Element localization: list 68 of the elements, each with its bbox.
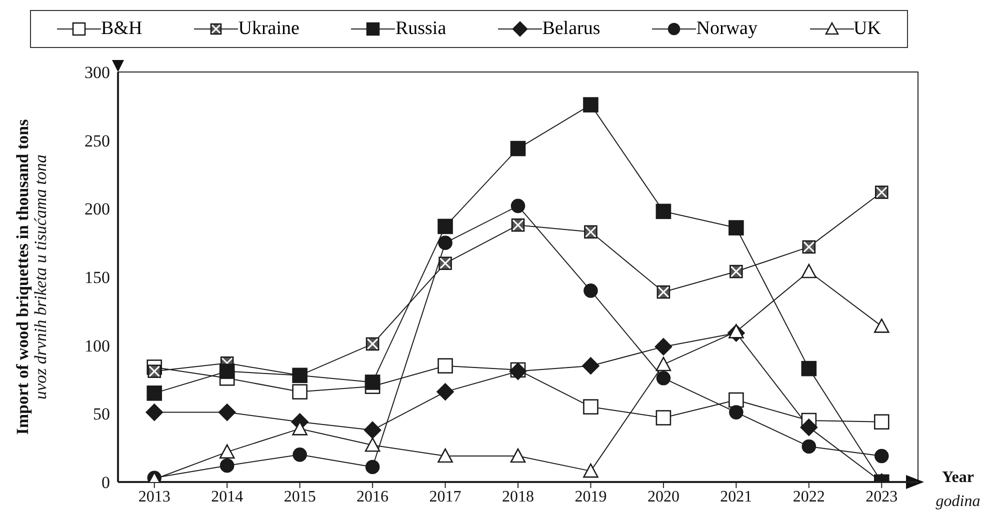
point <box>510 140 526 156</box>
legend-label: Russia <box>395 18 446 40</box>
x-tick-label: 2020 <box>647 488 680 506</box>
x-tick-label: 2023 <box>866 488 898 506</box>
point <box>364 374 380 390</box>
point <box>874 448 889 464</box>
legend-label: Ukraine <box>238 18 300 40</box>
point <box>656 356 672 372</box>
point <box>874 414 890 430</box>
point <box>436 383 454 400</box>
x-tick-label: 2013 <box>138 488 170 506</box>
legend-label: Norway <box>696 18 758 40</box>
point <box>364 421 382 439</box>
point <box>802 439 816 454</box>
y-tick-label: 100 <box>84 336 110 356</box>
point <box>219 364 235 379</box>
point <box>656 204 672 220</box>
point <box>728 324 744 338</box>
y-tick-label: 50 <box>93 404 110 424</box>
point <box>218 404 236 421</box>
point <box>728 392 744 408</box>
point <box>146 404 164 421</box>
point <box>654 338 672 356</box>
point <box>656 410 672 426</box>
point <box>365 460 380 474</box>
point <box>438 218 453 234</box>
legend-label: B&H <box>101 18 142 40</box>
y-tick-label: 150 <box>84 268 110 288</box>
y-tick-label: 300 <box>84 63 110 82</box>
point <box>874 318 890 333</box>
point <box>146 386 162 401</box>
point <box>583 399 598 414</box>
point <box>438 448 453 463</box>
point <box>801 264 817 278</box>
y-axis-title: Import of wood briquettes in thousand tons uvoz drvnih briketa u tisućama tona <box>13 118 50 435</box>
x-tick-label: 2017 <box>429 488 462 506</box>
x-axis-title: Year godina <box>936 469 980 510</box>
legend-label: Belarus <box>542 18 600 40</box>
x-tick-label: 2022 <box>792 488 825 506</box>
point <box>220 458 234 473</box>
point <box>728 220 744 236</box>
point <box>729 405 744 420</box>
point <box>219 444 235 459</box>
point <box>583 97 598 112</box>
point <box>656 370 671 386</box>
point <box>582 357 600 374</box>
point <box>801 360 817 376</box>
x-tick-label: 2021 <box>720 488 752 506</box>
point <box>800 418 818 436</box>
point <box>292 448 307 462</box>
y-tick-label: 250 <box>84 131 110 150</box>
legend-label: UK <box>854 18 881 40</box>
x-tick-label: 2015 <box>284 488 316 506</box>
y-tick-label: 0 <box>102 473 110 492</box>
point <box>292 421 308 436</box>
point <box>510 448 526 463</box>
x-tick-label: 2019 <box>574 488 607 506</box>
point <box>438 358 453 374</box>
x-tick-label: 2016 <box>356 488 389 506</box>
point <box>292 384 308 400</box>
point <box>583 463 598 478</box>
x-tick-label: 2014 <box>211 488 244 506</box>
point <box>364 437 380 452</box>
point <box>510 198 526 214</box>
y-tick-label: 200 <box>84 200 110 219</box>
point <box>438 236 452 250</box>
point <box>584 284 598 298</box>
x-tick-label: 2018 <box>502 488 534 506</box>
